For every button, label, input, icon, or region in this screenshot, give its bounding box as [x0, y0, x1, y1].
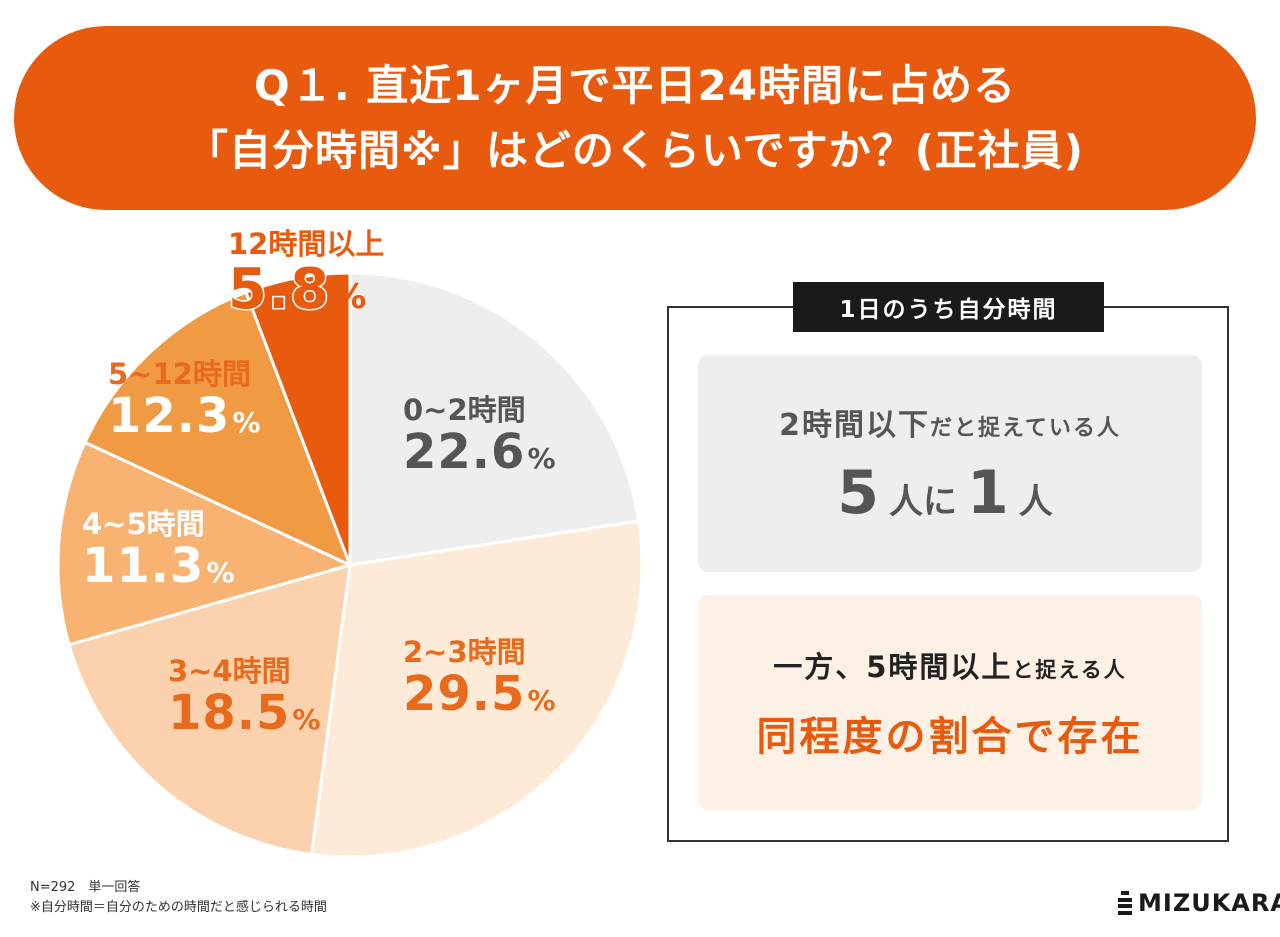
label-12-plus-value: 5.8 — [226, 257, 331, 323]
label-0-2: 0~2時間 22.6% — [403, 393, 556, 481]
label-3-4-unit: % — [292, 703, 321, 737]
slice-5-12 — [83, 290, 353, 568]
label-2-3: 2~3時間 29.5% — [403, 635, 556, 723]
label-4-5-category: 4~5時間 — [82, 507, 205, 541]
label-5-12-unit: % — [232, 406, 261, 440]
label-12-plus-category: 12時間以上 — [228, 227, 385, 261]
card-1-n2: 1 — [967, 457, 1009, 528]
title-line-2: 「自分時間※」はどのくらいですか？(正社員) — [186, 126, 1084, 175]
summary-box-title: 1日のうち自分時間 — [793, 282, 1104, 332]
label-5-12: 5~12時間 12.3% — [108, 357, 261, 445]
label-2-3-unit: % — [527, 684, 556, 718]
card-1-mid: 人に — [889, 481, 957, 522]
summary-card-1: 2時間以下だと捉えている人 5 人に 1 人 — [698, 355, 1202, 572]
label-0-2-value: 22.6 — [403, 424, 526, 481]
card-1-lead-bold: 2時間以下 — [779, 407, 930, 443]
footnote-note: ※自分時間＝自分のための時間だと感じられる時間 — [30, 899, 327, 915]
label-4-5-unit: % — [206, 556, 235, 590]
label-0-2-unit: % — [527, 442, 556, 476]
card-1-n1: 5 — [837, 457, 879, 528]
label-3-4-value: 18.5 — [168, 685, 291, 742]
brand-name: MIZUKARA — [1138, 889, 1280, 917]
label-4-5: 4~5時間 11.3% — [82, 507, 235, 595]
card-1-ratio: 5 人に 1 人 — [837, 458, 1063, 528]
title-line-1: Q１. 直近1ヶ月で平日24時間に占める — [254, 60, 1016, 110]
card-2-lead-rest: と捉える人 — [1012, 657, 1127, 682]
card-2-highlight: 同程度の割合で存在 — [756, 713, 1144, 760]
label-5-12-value: 12.3 — [108, 388, 231, 445]
card-2-lead-bold: 5時間以上 — [866, 649, 1013, 684]
label-3-4-category: 3~4時間 — [168, 654, 291, 688]
card-1-lead-rest: だと捉えている人 — [929, 415, 1121, 441]
label-5-12-category: 5~12時間 — [108, 357, 251, 391]
logo-mark-icon — [1118, 891, 1132, 915]
slice-4-5 — [56, 440, 355, 647]
summary-card-2: 一方、5時間以上と捉える人 同程度の割合で存在 — [698, 595, 1202, 810]
title-banner: Q１. 直近1ヶ月で平日24時間に占める 「自分時間※」はどのくらいですか？(正… — [14, 26, 1256, 210]
footnote: N=292 単一回答 ※自分時間＝自分のための時間だと感じられる時間 — [30, 878, 327, 917]
slice-3-4 — [67, 562, 352, 857]
card-1-end: 人 — [1018, 481, 1053, 522]
slice-0-2 — [348, 271, 641, 567]
label-0-2-category: 0~2時間 — [403, 393, 526, 427]
card-2-lead: 一方、5時間以上と捉える人 — [773, 644, 1127, 686]
slice-12-plus — [243, 271, 352, 566]
card-2-lead-pre: 一方、 — [773, 649, 867, 684]
label-2-3-value: 29.5 — [403, 666, 526, 723]
label-2-3-category: 2~3時間 — [403, 635, 526, 669]
slice-2-3 — [309, 519, 644, 859]
label-12-plus: 12時間以上 5.8% — [226, 227, 385, 323]
footnote-sample: N=292 単一回答 — [30, 880, 141, 895]
label-3-4: 3~4時間 18.5% — [168, 654, 321, 742]
label-4-5-value: 11.3 — [82, 538, 205, 595]
card-1-lead: 2時間以下だと捉えている人 — [779, 400, 1121, 444]
label-12-plus-unit: % — [332, 277, 367, 318]
brand-logo: MIZUKARA — [1118, 888, 1280, 918]
